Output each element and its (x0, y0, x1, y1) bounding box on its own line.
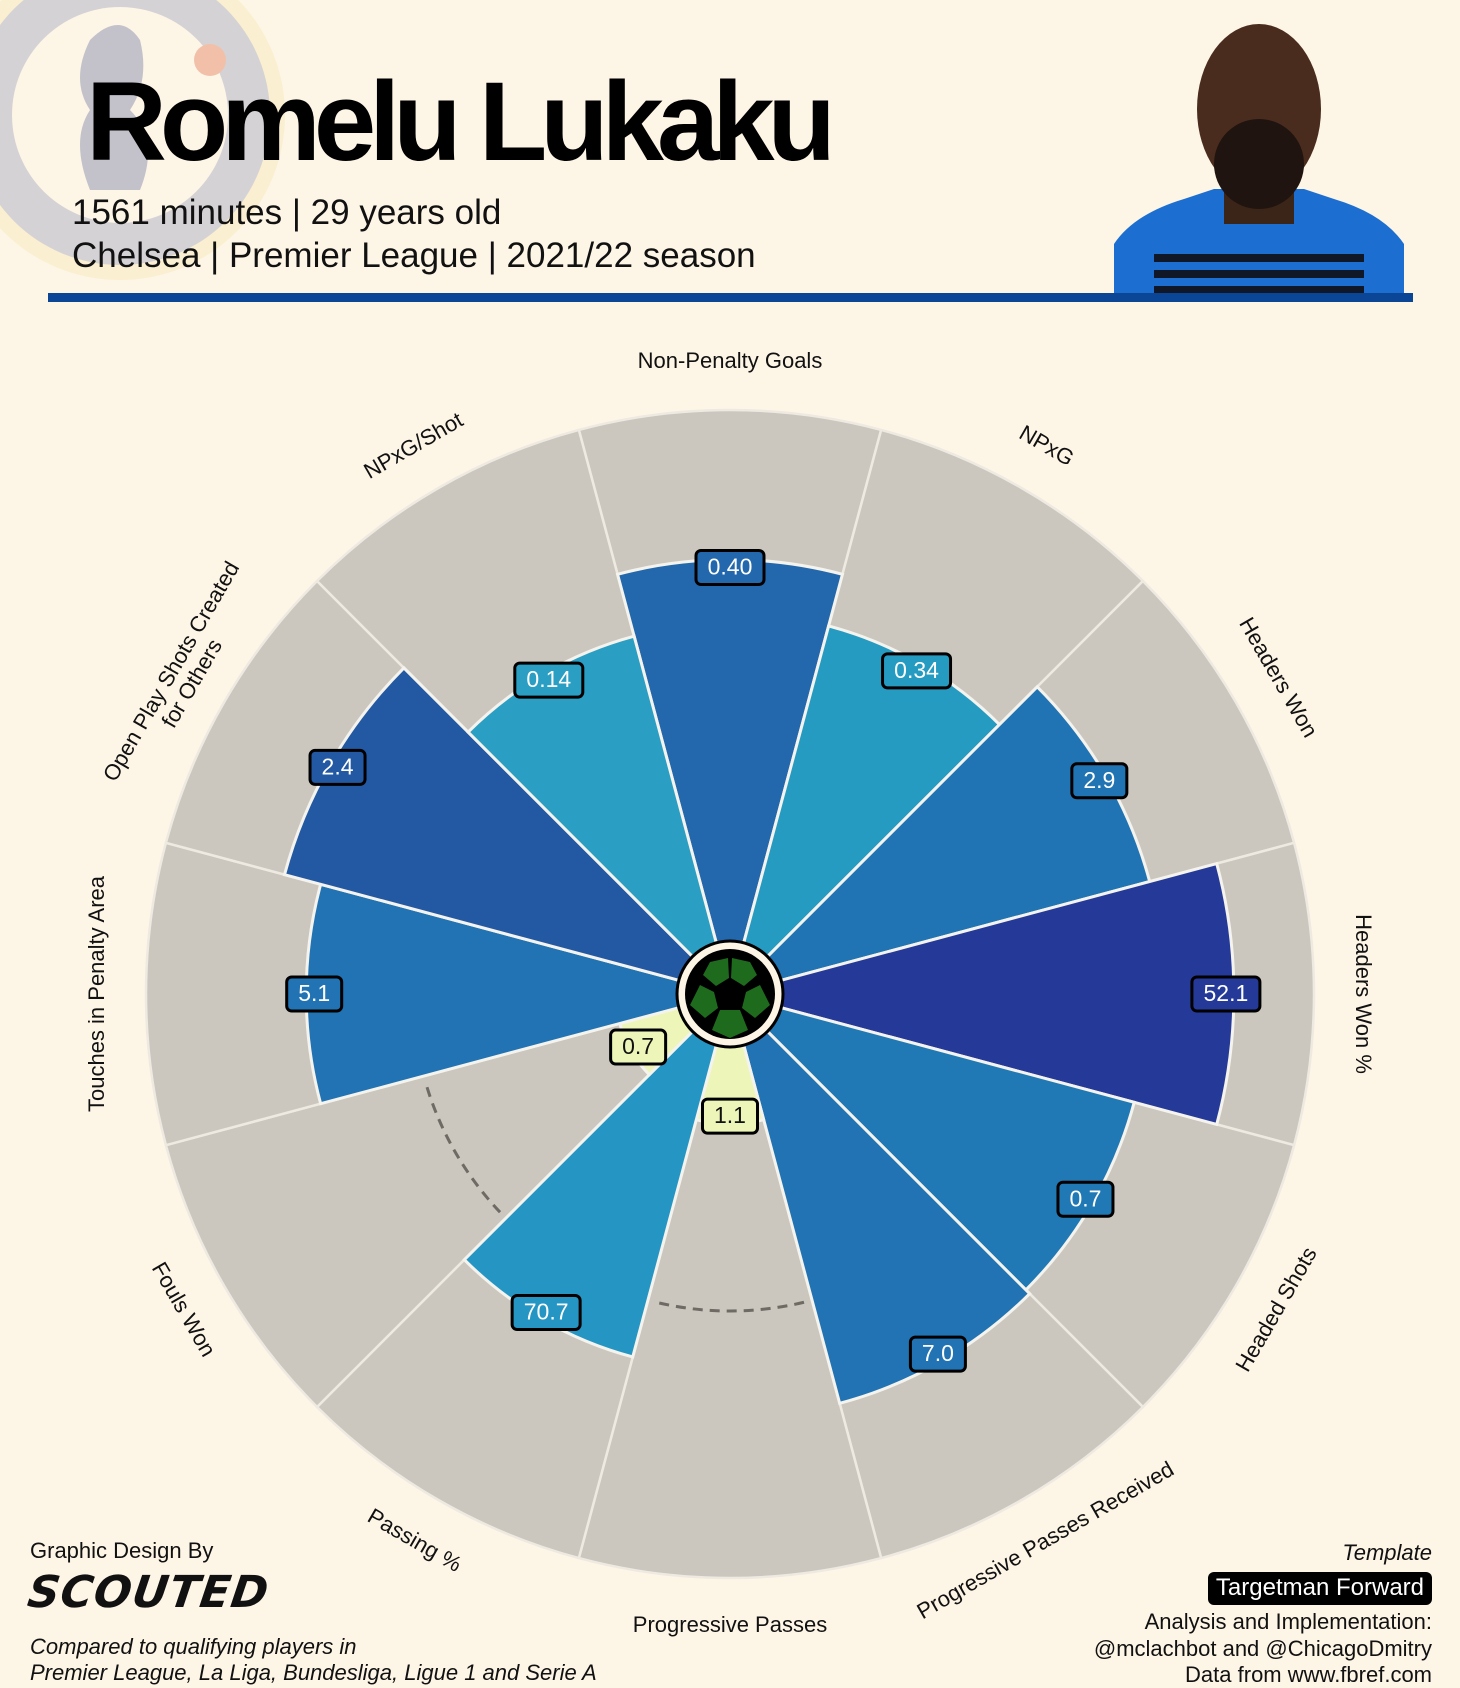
value-text: 5.1 (298, 980, 330, 1006)
value-badge (881, 652, 953, 690)
value-badge (308, 748, 367, 786)
comparison-note: Compared to qualifying players in Premie… (30, 1634, 597, 1687)
value-label: 5.1 (285, 975, 344, 1013)
value-badge (513, 661, 585, 699)
category-label-line: Passing % (364, 1503, 467, 1577)
value-text: 1.1 (714, 1102, 746, 1128)
value-text: 0.7 (1069, 1185, 1101, 1211)
value-badge (285, 975, 344, 1013)
value-badge (510, 1293, 582, 1331)
category-label-line: Touches in Penalty Area (84, 875, 109, 1112)
minutes-age-subtitle: 1561 minutes | 29 years old (72, 193, 502, 232)
category-label: Touches in Penalty Area (84, 875, 109, 1112)
credit-line-1: Analysis and Implementation: (1144, 1609, 1432, 1635)
value-label: 0.40 (694, 549, 766, 587)
category-label: Progressive Passes (633, 1612, 827, 1637)
category-label-line: NPxG (1015, 420, 1078, 471)
value-label: 0.7 (609, 1028, 668, 1066)
value-badge (694, 549, 766, 587)
category-label: NPxG/Shot (359, 407, 467, 484)
category-label-line: Fouls Won (147, 1258, 221, 1361)
value-label: 0.14 (513, 661, 585, 699)
player-name-title: Romelu Lukaku (86, 59, 836, 184)
value-badge (1056, 1180, 1115, 1218)
category-label-line: Progressive Passes (633, 1612, 827, 1637)
value-text: 0.34 (894, 657, 939, 683)
value-badge (701, 1097, 759, 1135)
comparison-line-2: Premier League, La Liga, Bundesliga, Lig… (30, 1660, 597, 1686)
category-label: NPxG (1015, 420, 1078, 471)
credit-line-3: Data from www.fbref.com (1185, 1661, 1432, 1687)
value-badge (1070, 762, 1129, 800)
category-label: Headers Won % (1351, 914, 1376, 1074)
value-label: 7.0 (908, 1335, 967, 1373)
value-label: 2.4 (308, 748, 367, 786)
value-text: 2.9 (1083, 767, 1115, 793)
scouted-logo: SCOUTED (24, 1567, 273, 1618)
value-label: 0.7 (1056, 1180, 1115, 1218)
value-text: 70.7 (524, 1299, 569, 1325)
value-label: 52.1 (1190, 975, 1262, 1013)
team-league-season-subtitle: Chelsea | Premier League | 2021/22 seaso… (72, 236, 756, 275)
category-label-line: NPxG/Shot (359, 407, 467, 484)
credit-line-2: @mclachbot and @ChicagoDmitry (1093, 1635, 1432, 1661)
value-text: 7.0 (922, 1340, 954, 1366)
category-label: Non-Penalty Goals (638, 348, 823, 373)
value-badge (609, 1028, 668, 1066)
value-badge (1190, 975, 1262, 1013)
value-text: 2.4 (322, 753, 354, 779)
chelsea-crest-logo (0, 0, 285, 280)
value-label: 0.34 (881, 652, 953, 690)
reference-arc (424, 1083, 502, 1214)
category-label: Fouls Won (147, 1258, 221, 1361)
value-label: 2.9 (1070, 762, 1129, 800)
header-divider (48, 293, 1413, 302)
value-text: 0.40 (708, 554, 753, 580)
template-label: Template (1342, 1540, 1432, 1565)
category-label: Passing % (364, 1503, 467, 1577)
template-credits: Template Targetman Forward Analysis and … (1094, 1540, 1432, 1688)
category-label-line: Headers Won % (1351, 914, 1376, 1074)
player-photo (1114, 24, 1404, 296)
comparison-line-1: Compared to qualifying players in (30, 1634, 357, 1659)
value-badge (908, 1335, 967, 1373)
template-name-badge: Targetman Forward (1207, 1572, 1432, 1606)
value-label: 70.7 (510, 1293, 582, 1331)
football-icon (675, 939, 785, 1049)
category-label-line: Non-Penalty Goals (638, 348, 823, 373)
reference-arc (655, 1300, 805, 1313)
value-text: 0.14 (526, 666, 571, 692)
value-text: 52.1 (1204, 980, 1249, 1006)
value-text: 0.7 (622, 1033, 654, 1059)
graphic-design-credit: Graphic Design By (30, 1538, 214, 1563)
value-label: 1.1 (701, 1097, 759, 1135)
